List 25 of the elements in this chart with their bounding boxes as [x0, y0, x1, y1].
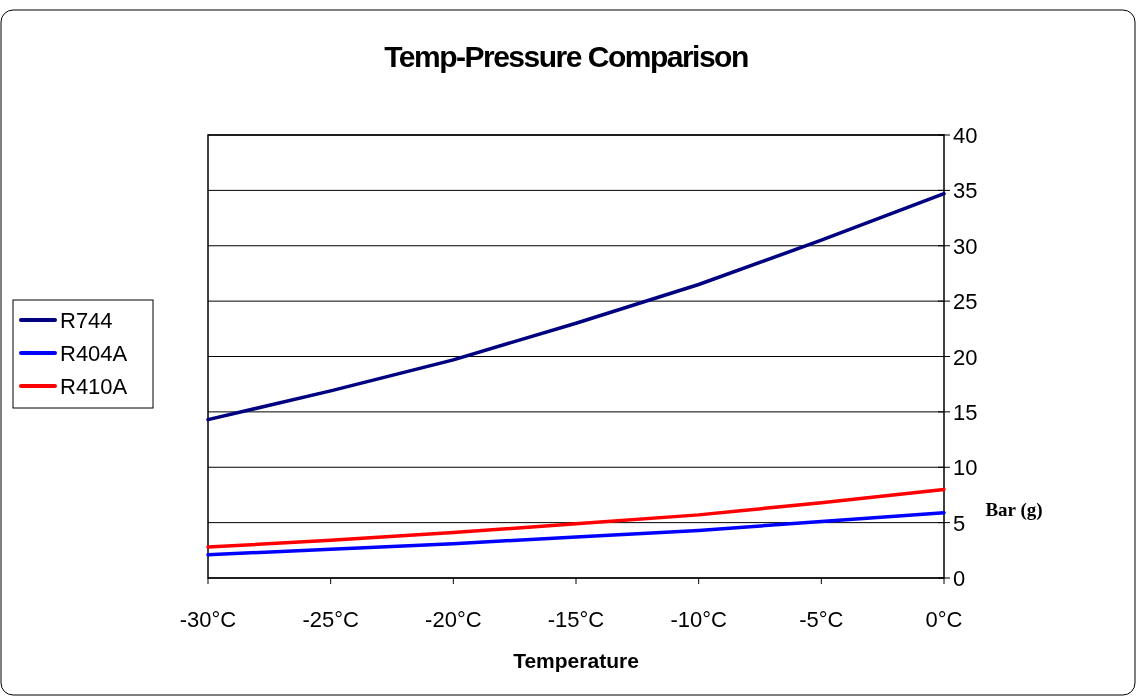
y-axis-title: Bar (g) [985, 499, 1043, 521]
x-tick-label: -25°C [302, 607, 360, 632]
x-tick-label: -10°C [670, 607, 728, 632]
y-tick-label: 30 [953, 233, 978, 259]
x-tick-label: -15°C [547, 607, 605, 632]
y-tick-label: 35 [953, 178, 978, 204]
y-tick-label: 10 [953, 455, 978, 481]
line-series [206, 510, 946, 557]
legend-label: R410A [60, 374, 128, 399]
legend-label: R744 [60, 308, 113, 333]
y-tick-label: 40 [953, 123, 978, 148]
line-series [206, 191, 946, 422]
x-axis-title: Temperature [513, 649, 639, 672]
x-tick-label: -30°C [179, 607, 237, 632]
y-tick-label: 20 [953, 344, 978, 370]
x-tick-label: 0°C [925, 607, 963, 632]
chart-title: Temp-Pressure Comparison [384, 40, 748, 73]
legend-label: R404A [60, 341, 128, 366]
y-tick-label: 5 [953, 510, 966, 536]
y-tick-label: 25 [953, 289, 978, 315]
line-series [206, 487, 946, 549]
x-tick-label: -20°C [425, 607, 482, 632]
y-tick-label: 15 [953, 399, 978, 425]
y-tick-label: 0 [953, 566, 966, 591]
x-tick-label: -5°C [799, 607, 844, 632]
